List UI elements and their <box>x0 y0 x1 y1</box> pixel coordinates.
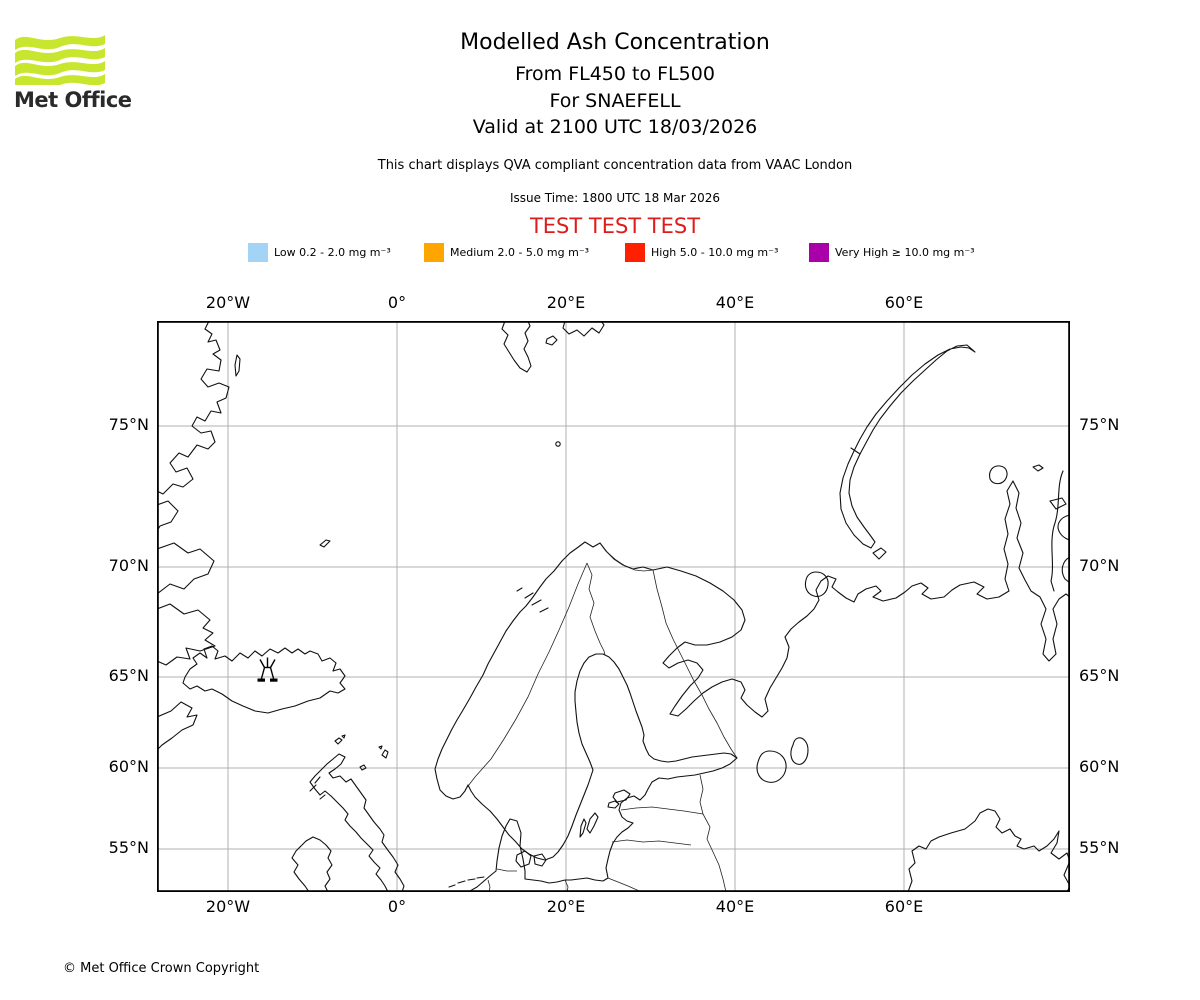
x-tick: 60°E <box>884 293 924 312</box>
y-tick: 75°N <box>1079 415 1120 434</box>
x-tick: 0° <box>387 897 407 916</box>
y-tick: 75°N <box>108 415 149 434</box>
subtitle-valid: Valid at 2100 UTC 18/03/2026 <box>472 116 758 138</box>
legend-label-very-high: Very High ≥ 10.0 mg m⁻³ <box>835 246 975 259</box>
legend-swatch-high <box>625 243 645 262</box>
x-tick: 20°E <box>546 897 586 916</box>
y-tick: 70°N <box>108 556 149 575</box>
y-tick: 65°N <box>1079 666 1120 685</box>
coastlines <box>157 321 1070 892</box>
country-borders <box>464 542 738 892</box>
copyright-notice: © Met Office Crown Copyright <box>63 961 260 976</box>
map-canvas <box>157 321 1070 892</box>
qva-note: This chart displays QVA compliant concen… <box>377 158 853 173</box>
map-panel <box>157 321 1070 892</box>
legend-label-low: Low 0.2 - 2.0 mg m⁻³ <box>274 246 391 259</box>
page-title: Modelled Ash Concentration <box>460 30 770 55</box>
x-tick: 60°E <box>884 897 924 916</box>
legend-label-medium: Medium 2.0 - 5.0 mg m⁻³ <box>450 246 590 259</box>
x-tick: 40°E <box>715 293 755 312</box>
y-tick: 70°N <box>1079 556 1120 575</box>
logo-wordmark: Met Office <box>14 88 132 112</box>
x-tick: 0° <box>387 293 407 312</box>
y-tick: 55°N <box>108 838 149 857</box>
y-tick: 60°N <box>1079 757 1120 776</box>
legend-swatch-low <box>248 243 268 262</box>
legend-swatch-very-high <box>809 243 829 262</box>
volcano-eruption-marker <box>257 657 278 682</box>
grid-lines <box>157 321 1070 892</box>
x-tick: 20°E <box>546 293 586 312</box>
y-tick: 65°N <box>108 666 149 685</box>
map-frame <box>157 321 1070 892</box>
x-tick: 40°E <box>715 897 755 916</box>
met-office-logo-icon <box>15 28 105 85</box>
legend-label-high: High 5.0 - 10.0 mg m⁻³ <box>651 246 779 259</box>
subtitle-levels: From FL450 to FL500 <box>515 63 715 85</box>
y-tick: 60°N <box>108 757 149 776</box>
x-tick: 20°W <box>205 897 251 916</box>
test-banner: TEST TEST TEST <box>529 214 701 238</box>
issue-time: Issue Time: 1800 UTC 18 Mar 2026 <box>509 191 721 205</box>
logo-waves-icon <box>15 35 105 85</box>
subtitle-volcano: For SNAEFELL <box>549 90 681 112</box>
legend-swatch-medium <box>424 243 444 262</box>
x-tick: 20°W <box>205 293 251 312</box>
y-tick: 55°N <box>1079 838 1120 857</box>
